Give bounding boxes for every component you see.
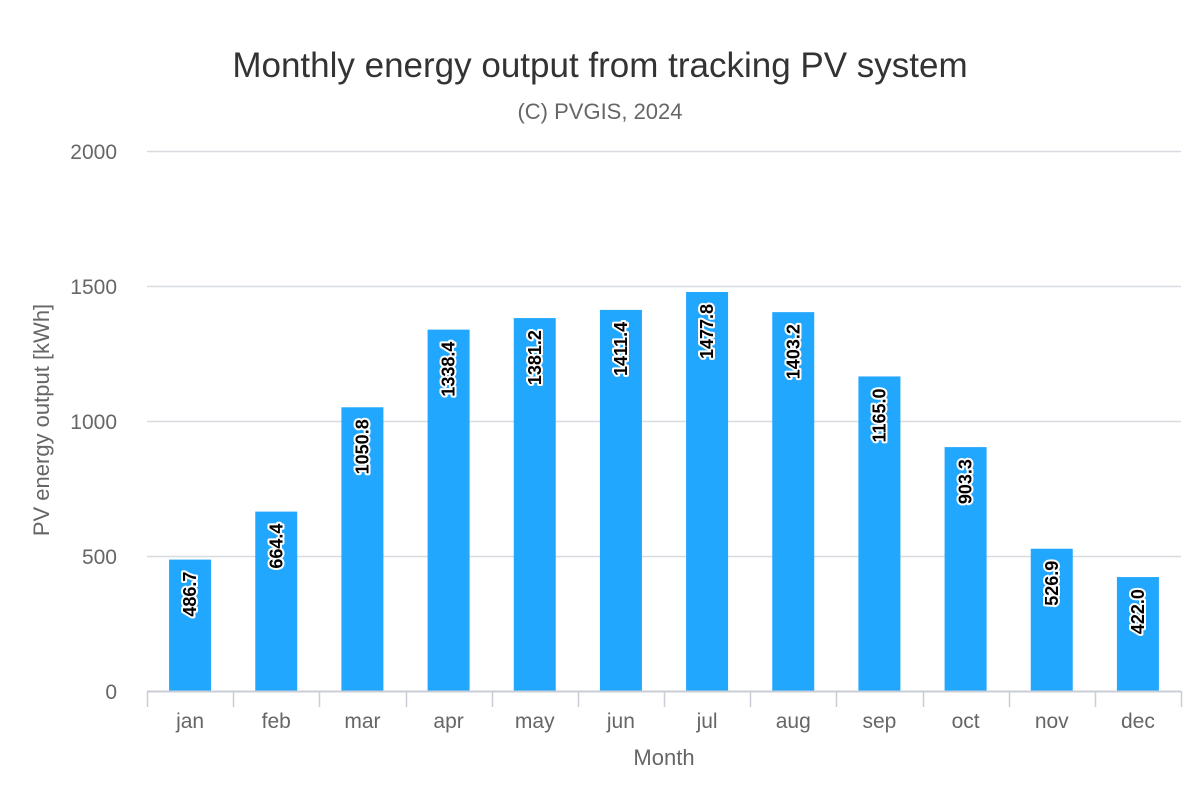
x-axis-title: Month: [633, 745, 694, 770]
x-tick-label: feb: [262, 710, 291, 733]
bar-feb: [255, 511, 298, 691]
data-label-apr: 1338.4: [439, 342, 459, 397]
x-tick-label: jul: [696, 710, 718, 733]
data-label-may: 1381.2: [525, 330, 545, 385]
y-tick-label: 1000: [70, 411, 117, 434]
data-label-jan: 486.7: [180, 572, 200, 617]
x-tick-label: mar: [344, 710, 380, 733]
bar-jul: [686, 291, 729, 691]
data-label-sep: 1165.0: [869, 388, 889, 442]
bar-apr: [427, 329, 470, 691]
bar-jan: [169, 559, 212, 691]
gridlines: [147, 150, 1181, 558]
data-label-dec: 422.0: [1128, 589, 1148, 634]
bar-series: [169, 291, 1159, 691]
y-axis-ticks: 0 500 1000 1500 2000: [70, 141, 117, 704]
bar-aug: [772, 312, 815, 691]
x-tick-label: aug: [776, 710, 811, 733]
data-label-oct: 903.3: [956, 459, 976, 504]
bar-sep: [858, 376, 901, 691]
data-label-mar: 1050.8: [352, 419, 372, 474]
data-label-jul: 1477.8: [697, 304, 717, 359]
y-tick-label: 1500: [70, 276, 117, 299]
x-tick-label: nov: [1035, 710, 1069, 733]
data-labels: 486.7 664.4 1050.8 1338.4 1381.2 1411.4 1477.8…: [178, 302, 1150, 636]
x-tick-label: dec: [1121, 710, 1155, 733]
bar-dec: [1116, 577, 1159, 691]
data-label-feb: 664.4: [266, 524, 286, 569]
bar-mar: [341, 407, 384, 691]
x-tick-label: jan: [175, 710, 204, 733]
bar-nov: [1030, 548, 1073, 691]
bar-jun: [599, 309, 642, 691]
data-label-jun: 1411.4: [611, 322, 631, 376]
x-tick-label: sep: [862, 710, 896, 733]
bar-oct: [944, 447, 987, 691]
data-label-aug: 1403.2: [783, 324, 803, 379]
y-tick-label: 0: [105, 681, 117, 704]
bar-may: [513, 318, 556, 691]
x-tick-label: may: [515, 710, 555, 733]
y-tick-label: 500: [82, 546, 117, 569]
y-tick-label: 2000: [70, 141, 117, 164]
x-tick-label: oct: [952, 710, 980, 733]
chart-subtitle: (C) PVGIS, 2024: [517, 99, 682, 124]
data-label-nov: 526.9: [1042, 561, 1062, 606]
x-tick-label: jun: [606, 710, 635, 733]
y-axis-title: PV energy output [kWh]: [29, 304, 54, 536]
x-tick-label: apr: [433, 710, 463, 733]
x-axis: jan feb mar apr may jun jul aug sep oct nov dec: [146, 690, 1183, 733]
chart-title: Monthly energy output from tracking PV s…: [232, 46, 967, 85]
